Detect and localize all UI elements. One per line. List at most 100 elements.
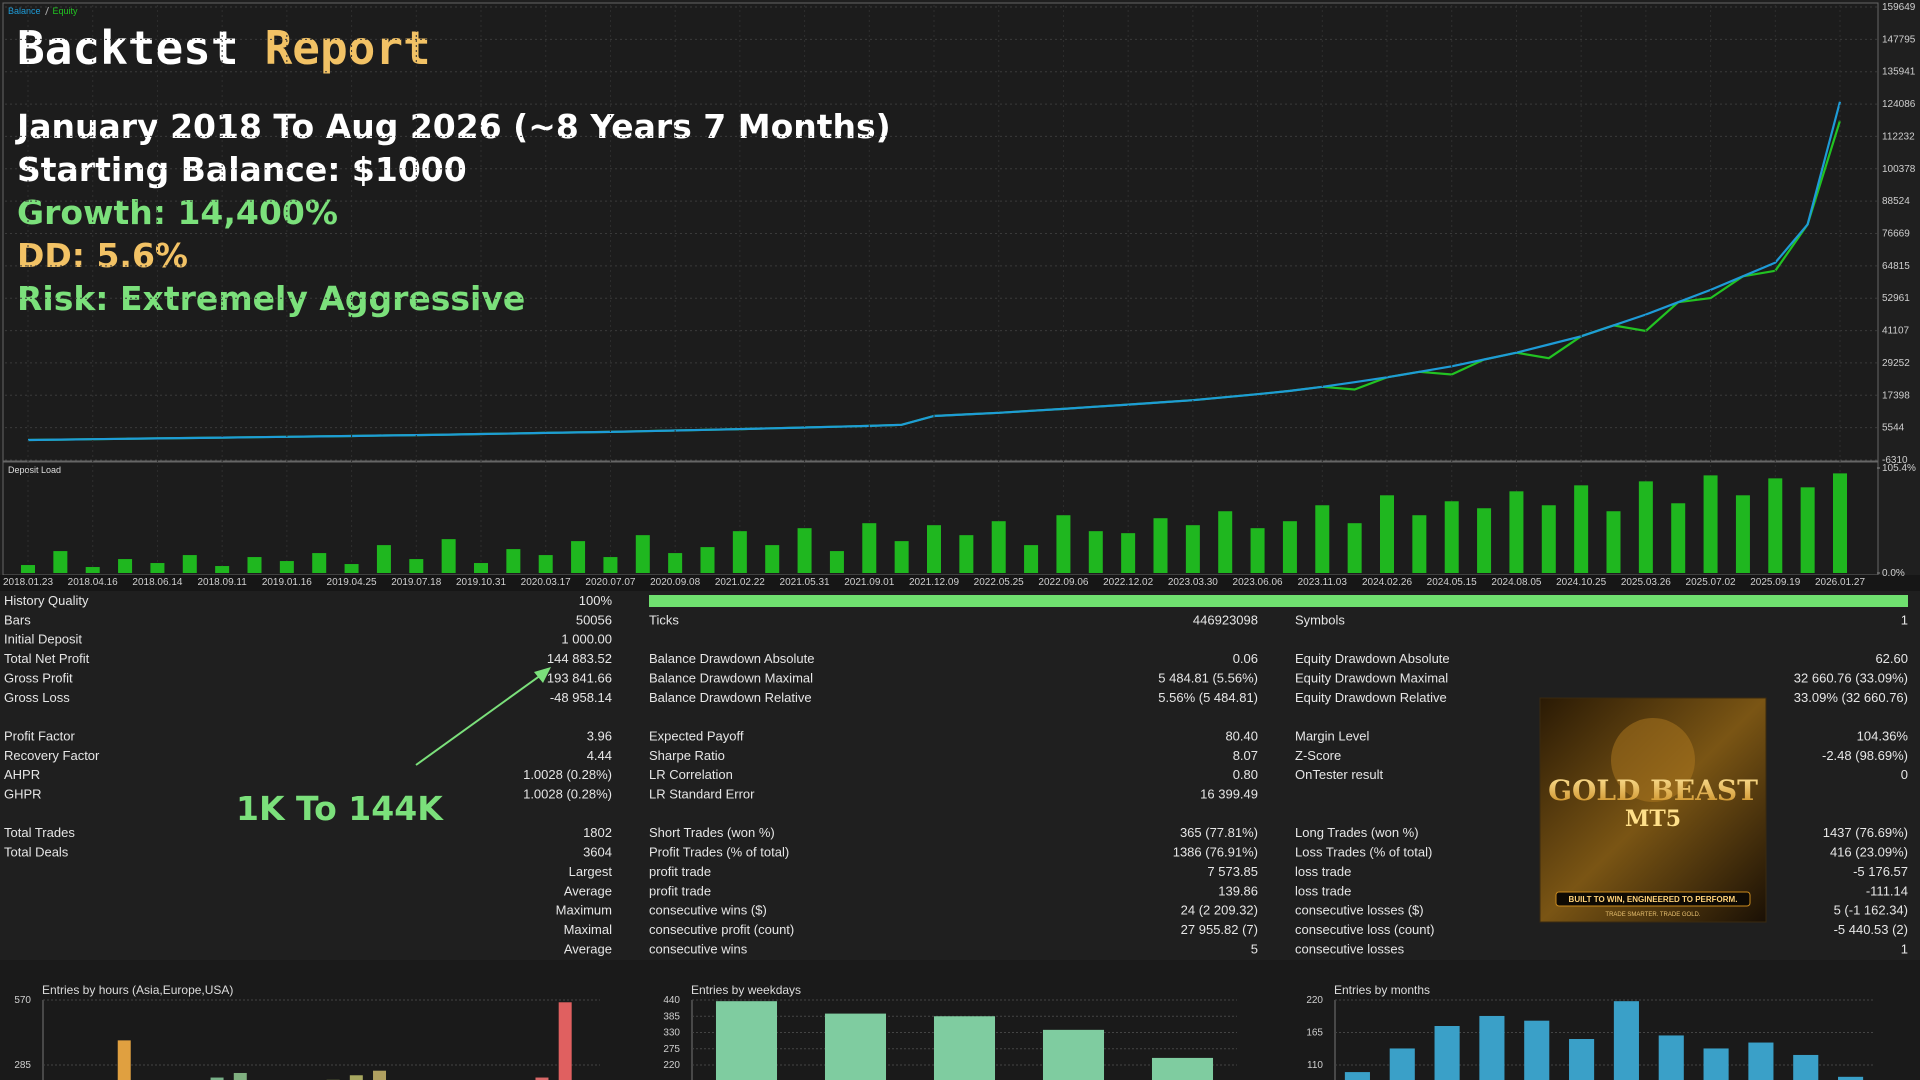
bar: [1768, 478, 1783, 573]
y-tick-label: 110: [1307, 1060, 1323, 1071]
bar: [1412, 515, 1427, 573]
row-label: Sharpe Ratio: [649, 748, 725, 763]
row-label: OnTester result: [1295, 767, 1384, 782]
y-tick-label: 285: [14, 1060, 31, 1071]
y-tick-label: 220: [663, 1060, 680, 1071]
bar: [991, 521, 1006, 573]
row-value: 100%: [579, 593, 613, 608]
x-tick-label: 2023.11.03: [1298, 577, 1348, 588]
bar: [344, 564, 359, 573]
y-tick-label: 112232: [1882, 131, 1915, 142]
report-title: Backtest Report: [17, 21, 431, 75]
bar: [933, 1016, 996, 1080]
bar: [349, 1075, 363, 1080]
row-label: Total Deals: [4, 845, 69, 860]
bar: [182, 555, 197, 573]
bar: [765, 545, 780, 573]
row-label: consecutive losses ($): [1295, 903, 1424, 918]
bar: [1479, 1015, 1505, 1080]
bar: [715, 1001, 778, 1080]
headline: Starting Balance: $1000: [17, 150, 467, 189]
bar: [233, 1072, 247, 1080]
bar: [506, 549, 521, 573]
y-tick-label: 165: [1306, 1028, 1323, 1039]
x-tick-label: 2020.09.08: [650, 577, 700, 588]
y-tick-label: 135941: [1882, 67, 1916, 78]
x-tick-label: 2019.04.25: [327, 577, 377, 588]
bar: [118, 559, 133, 573]
row-label: Profit Trades (% of total): [649, 845, 789, 860]
bar: [700, 547, 715, 573]
bar: [1282, 521, 1297, 573]
bar: [1185, 525, 1200, 573]
promo-emblem: [1611, 718, 1695, 802]
bar: [1151, 1057, 1214, 1080]
promo-image: GOLD BEAST MT5 BUILT TO WIN, ENGINEERED …: [1539, 697, 1767, 923]
row-value: 24 (2 209.32): [1181, 903, 1258, 918]
bar: [1671, 503, 1686, 573]
row-value: -5 176.57: [1853, 864, 1908, 879]
bar: [894, 541, 909, 573]
y-tick-label: 5544: [1882, 423, 1905, 434]
row-label: Largest: [569, 864, 613, 879]
y-tick-label: 52961: [1882, 293, 1910, 304]
row-label: Long Trades (won %): [1295, 825, 1419, 840]
equity-panel: [2, 2, 1879, 462]
row-label: Symbols: [1295, 612, 1345, 627]
y-tick-label: 105.4%: [1882, 463, 1916, 474]
promo-sub: TRADE SMARTER. TRADE GOLD.: [1605, 912, 1700, 918]
bar: [603, 557, 618, 573]
chart-title: Entries by weekdays: [691, 983, 801, 997]
row-value: 32 660.76 (33.09%): [1794, 670, 1908, 685]
promo-title: GOLD BEAST: [1548, 774, 1758, 807]
bar: [1606, 511, 1621, 573]
x-tick-label: 2023.03.30: [1168, 577, 1218, 588]
row-label: Balance Drawdown Absolute: [649, 651, 815, 666]
row-label: Maximal: [564, 922, 613, 937]
y-tick-label: 0.0%: [1882, 568, 1905, 579]
x-tick-label: 2019.10.31: [456, 577, 506, 588]
bar: [117, 1040, 131, 1080]
y-tick-label: 385: [663, 1011, 680, 1022]
bar: [1574, 485, 1589, 573]
row-value: 5: [1251, 941, 1258, 956]
y-tick-label: 41107: [1882, 326, 1910, 337]
bar: [1477, 508, 1492, 573]
y-tick-label: 100378: [1882, 164, 1916, 175]
row-value: -2.48 (98.69%): [1822, 748, 1908, 763]
x-tick-label: 2019.01.16: [262, 577, 312, 588]
y-tick-label: 124086: [1882, 99, 1916, 110]
row-label: Balance Drawdown Maximal: [649, 670, 813, 685]
row-label: Recovery Factor: [4, 748, 100, 763]
row-label: History Quality: [4, 593, 89, 608]
x-tick-label: 2026.01.27: [1815, 577, 1865, 588]
row-label: consecutive loss (count): [1295, 922, 1434, 937]
y-tick-label: 17398: [1882, 390, 1910, 401]
bar: [558, 1002, 572, 1080]
row-value: 3604: [583, 845, 612, 860]
row-value: 365 (77.81%): [1180, 825, 1258, 840]
y-tick-label: 220: [1306, 995, 1323, 1006]
row-value: 33.09% (32 660.76): [1794, 690, 1908, 705]
row-label: Total Trades: [4, 825, 75, 840]
bar: [538, 555, 553, 573]
row-label: Gross Loss: [4, 690, 70, 705]
bar: [409, 559, 424, 573]
x-tick-label: 2020.07.07: [585, 577, 635, 588]
x-tick-label: 2025.03.26: [1621, 577, 1671, 588]
row-value: 1.0028 (0.28%): [523, 767, 612, 782]
row-value: 104.36%: [1857, 728, 1909, 743]
bar: [1638, 481, 1653, 573]
bar: [1088, 531, 1103, 573]
bar: [1658, 1035, 1684, 1080]
row-label: GHPR: [4, 787, 42, 802]
x-tick-label: 2019.07.18: [391, 577, 441, 588]
row-value: 1386 (76.91%): [1173, 845, 1258, 860]
legend-entry: Balance: [8, 6, 41, 16]
row-label: consecutive profit (count): [649, 922, 794, 937]
bar: [862, 523, 877, 573]
headline: Growth: 14,400%: [17, 193, 338, 232]
legend-entry: Equity: [53, 6, 79, 16]
row-label: Profit Factor: [4, 728, 75, 743]
